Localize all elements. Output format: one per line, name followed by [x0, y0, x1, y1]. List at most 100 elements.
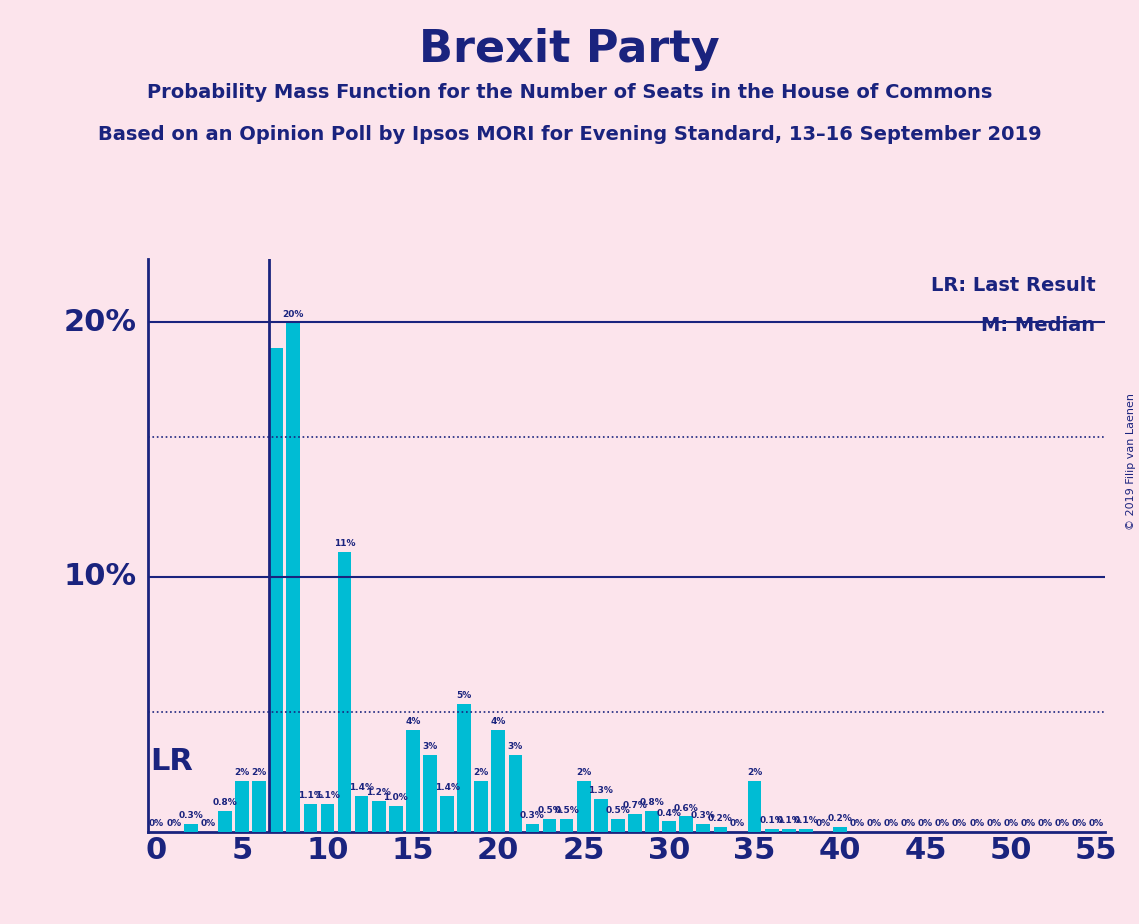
- Bar: [645, 811, 658, 832]
- Text: LR: Last Result: LR: Last Result: [931, 276, 1096, 295]
- Text: 2%: 2%: [252, 768, 267, 777]
- Bar: [423, 755, 436, 832]
- Text: 0%: 0%: [867, 819, 882, 828]
- Text: 0.5%: 0.5%: [606, 806, 630, 815]
- Text: 0.3%: 0.3%: [521, 811, 544, 821]
- Text: 5%: 5%: [457, 691, 472, 700]
- Text: 0.2%: 0.2%: [708, 814, 732, 822]
- Text: 1.1%: 1.1%: [316, 791, 339, 800]
- Text: 0%: 0%: [200, 819, 215, 828]
- Bar: [491, 730, 505, 832]
- Bar: [235, 781, 248, 832]
- Text: 0%: 0%: [1003, 819, 1018, 828]
- Text: 2%: 2%: [747, 768, 762, 777]
- Text: 0%: 0%: [1089, 819, 1104, 828]
- Bar: [679, 816, 693, 832]
- Bar: [713, 826, 727, 832]
- Bar: [542, 819, 556, 832]
- Bar: [508, 755, 522, 832]
- Text: 0%: 0%: [1021, 819, 1035, 828]
- Text: 0%: 0%: [850, 819, 865, 828]
- Bar: [628, 814, 641, 832]
- Bar: [560, 819, 573, 832]
- Text: 1.1%: 1.1%: [298, 791, 322, 800]
- Text: M: Median: M: Median: [981, 316, 1096, 335]
- Bar: [764, 829, 778, 832]
- Text: 0.8%: 0.8%: [640, 798, 664, 808]
- Text: 0.3%: 0.3%: [691, 811, 715, 821]
- Text: 0%: 0%: [1038, 819, 1052, 828]
- Text: 2%: 2%: [235, 768, 249, 777]
- Text: 0%: 0%: [1055, 819, 1070, 828]
- Bar: [252, 781, 265, 832]
- Text: 20%: 20%: [282, 310, 304, 319]
- Bar: [320, 804, 334, 832]
- Bar: [337, 552, 351, 832]
- Text: 0%: 0%: [918, 819, 933, 828]
- Text: 1.4%: 1.4%: [350, 784, 374, 792]
- Text: 4%: 4%: [491, 717, 506, 726]
- Bar: [663, 821, 677, 832]
- Bar: [474, 781, 487, 832]
- Bar: [183, 824, 198, 832]
- Text: 11%: 11%: [334, 539, 355, 548]
- Text: Brexit Party: Brexit Party: [419, 28, 720, 71]
- Text: 1.3%: 1.3%: [589, 785, 613, 795]
- Text: © 2019 Filip van Laenen: © 2019 Filip van Laenen: [1125, 394, 1136, 530]
- Text: 3%: 3%: [508, 742, 523, 751]
- Text: 1.2%: 1.2%: [367, 788, 391, 797]
- Text: 0%: 0%: [884, 819, 899, 828]
- Bar: [303, 804, 317, 832]
- Text: 0%: 0%: [969, 819, 984, 828]
- Text: 0%: 0%: [166, 819, 181, 828]
- Bar: [747, 781, 761, 832]
- Text: 0%: 0%: [901, 819, 916, 828]
- Bar: [611, 819, 624, 832]
- Text: 4%: 4%: [405, 717, 420, 726]
- Text: 3%: 3%: [423, 742, 437, 751]
- Bar: [457, 704, 472, 832]
- Text: 0%: 0%: [952, 819, 967, 828]
- Text: Probability Mass Function for the Number of Seats in the House of Commons: Probability Mass Function for the Number…: [147, 83, 992, 103]
- Text: 0.6%: 0.6%: [674, 804, 698, 812]
- Bar: [388, 806, 403, 832]
- Bar: [218, 811, 232, 832]
- Text: 1.4%: 1.4%: [435, 784, 459, 792]
- Text: 0.1%: 0.1%: [760, 816, 784, 825]
- Bar: [595, 798, 608, 832]
- Bar: [696, 824, 710, 832]
- Text: 0%: 0%: [1072, 819, 1087, 828]
- Text: 20%: 20%: [64, 308, 137, 337]
- Text: 0.3%: 0.3%: [179, 811, 203, 821]
- Text: 0%: 0%: [149, 819, 164, 828]
- Text: 2%: 2%: [576, 768, 591, 777]
- Text: LR: LR: [149, 747, 192, 775]
- Text: 0.8%: 0.8%: [213, 798, 237, 808]
- Bar: [354, 796, 368, 832]
- Bar: [440, 796, 453, 832]
- Text: 0%: 0%: [730, 819, 745, 828]
- Bar: [576, 781, 590, 832]
- Bar: [286, 322, 300, 832]
- Text: 2%: 2%: [474, 768, 489, 777]
- Text: 10%: 10%: [64, 563, 137, 591]
- Text: 0%: 0%: [816, 819, 830, 828]
- Text: 0.2%: 0.2%: [828, 814, 852, 822]
- Text: 0%: 0%: [935, 819, 950, 828]
- Bar: [269, 347, 282, 832]
- Text: Based on an Opinion Poll by Ipsos MORI for Evening Standard, 13–16 September 201: Based on an Opinion Poll by Ipsos MORI f…: [98, 125, 1041, 144]
- Text: 0.1%: 0.1%: [777, 816, 801, 825]
- Bar: [781, 829, 795, 832]
- Text: 0.5%: 0.5%: [538, 806, 562, 815]
- Text: 0.7%: 0.7%: [623, 801, 647, 810]
- Text: 0%: 0%: [986, 819, 1001, 828]
- Text: 0.5%: 0.5%: [555, 806, 579, 815]
- Bar: [405, 730, 419, 832]
- Text: 0.1%: 0.1%: [794, 816, 818, 825]
- Bar: [371, 801, 385, 832]
- Bar: [798, 829, 812, 832]
- Bar: [833, 826, 846, 832]
- Text: 1.0%: 1.0%: [384, 794, 408, 802]
- Bar: [525, 824, 539, 832]
- Text: 0.4%: 0.4%: [657, 808, 681, 818]
